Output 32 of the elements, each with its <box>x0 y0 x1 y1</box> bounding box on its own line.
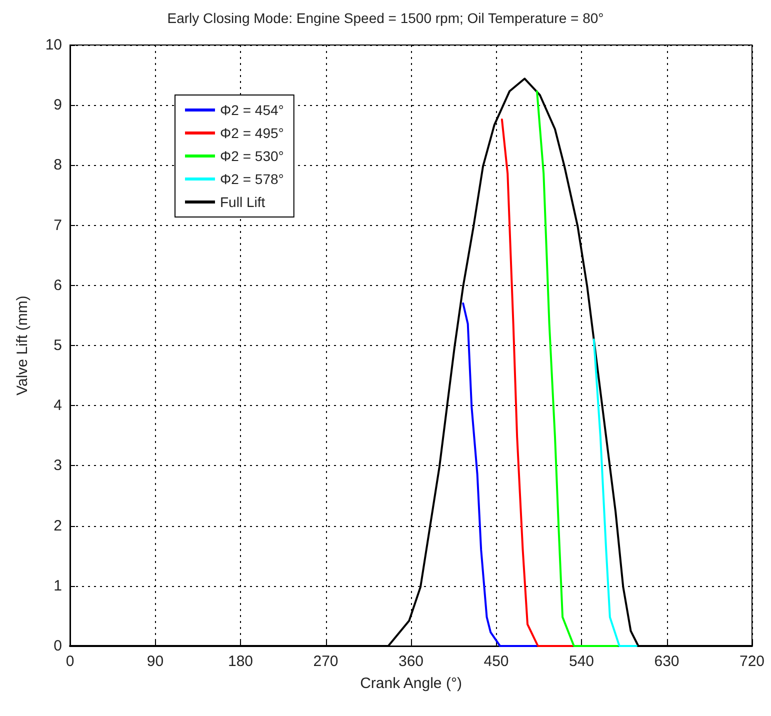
legend-label: Full Lift <box>220 194 266 210</box>
legend-label: Φ2 = 454° <box>220 102 284 118</box>
y-tick-label: 0 <box>54 638 62 654</box>
chart-title: Early Closing Mode: Engine Speed = 1500 rpm; Oil Temperature = 80° <box>167 10 604 26</box>
x-tick-label: 540 <box>568 653 594 670</box>
x-tick-label: 360 <box>398 653 424 670</box>
y-axis-title: Valve Lift (mm) <box>14 296 31 396</box>
x-tick-label: 90 <box>146 653 164 670</box>
y-tick-label: 3 <box>54 457 62 474</box>
x-tick-label: 270 <box>313 653 338 670</box>
y-tick-label: 6 <box>54 276 62 294</box>
x-tick-label: 720 <box>739 653 765 670</box>
x-axis-title: Crank Angle (°) <box>360 675 462 692</box>
legend-label: Φ2 = 530° <box>220 148 284 164</box>
y-tick-label: 2 <box>54 517 62 534</box>
y-tick-label: 10 <box>45 36 62 54</box>
legend-label: Φ2 = 578° <box>220 171 284 187</box>
x-tick-label: 0 <box>66 653 74 670</box>
line-series <box>592 338 638 647</box>
y-tick-label: 8 <box>54 156 62 174</box>
line-series <box>500 118 574 647</box>
y-tick-label: 5 <box>54 337 62 354</box>
line-series <box>462 302 538 647</box>
x-tick-label: 450 <box>484 653 509 670</box>
y-tick-label: 9 <box>54 96 62 114</box>
x-tick-label: 630 <box>654 653 680 670</box>
line-series <box>536 90 618 647</box>
y-tick-label: 4 <box>54 397 62 414</box>
legend-label: Φ2 = 495° <box>220 125 284 141</box>
x-tick-label: 180 <box>228 653 254 670</box>
y-tick-label: 1 <box>54 577 62 594</box>
y-tick-label: 7 <box>54 216 62 234</box>
